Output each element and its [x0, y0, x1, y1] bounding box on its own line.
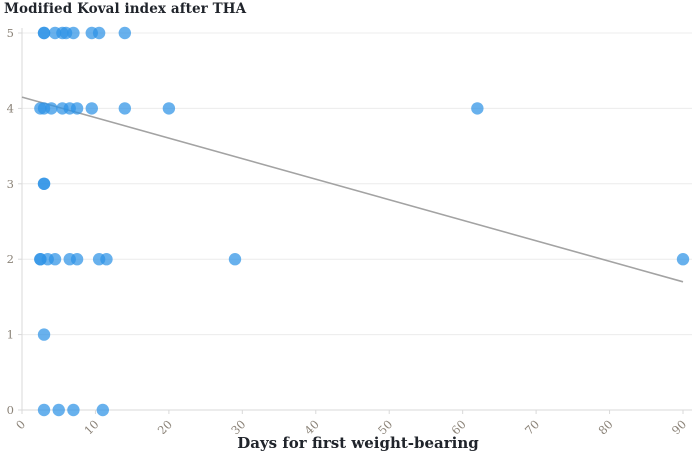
y-tick-label: 1	[7, 328, 14, 342]
x-tick-label: 80	[595, 417, 615, 434]
data-point	[37, 328, 51, 341]
x-tick-label: 50	[375, 417, 395, 434]
x-axis-label: Days for first weight-bearing	[237, 434, 479, 452]
data-point	[45, 102, 58, 115]
data-point	[37, 26, 51, 40]
x-tick-label: 90	[669, 417, 689, 434]
x-tick-label: 70	[522, 417, 542, 434]
y-tick-label: 3	[7, 177, 14, 191]
x-tick-label: 40	[302, 417, 322, 434]
data-point	[118, 26, 132, 40]
x-tick-label: 10	[81, 417, 101, 434]
data-point	[37, 177, 51, 190]
chart-title: Modified Koval index after THA	[4, 1, 247, 17]
data-point	[70, 102, 84, 115]
data-point	[70, 253, 84, 266]
y-tick-label: 4	[7, 101, 14, 115]
data-point	[471, 102, 484, 115]
data-point	[162, 102, 176, 115]
y-tick-label: 5	[7, 26, 14, 40]
data-point	[118, 102, 132, 115]
data-point	[85, 102, 98, 115]
trend-line	[21, 96, 684, 283]
x-tick-label: 0	[13, 417, 28, 432]
data-point	[48, 253, 62, 266]
data-point	[67, 403, 80, 417]
data-point	[228, 253, 242, 266]
x-tick-label: 20	[155, 417, 175, 434]
data-point	[676, 253, 690, 266]
data-point	[37, 403, 51, 417]
data-point	[92, 26, 106, 40]
x-tick-label: 60	[449, 417, 469, 434]
y-tick-label: 0	[7, 403, 14, 417]
data-point	[67, 26, 80, 40]
data-point	[100, 253, 113, 266]
data-point	[96, 403, 109, 417]
data-point	[52, 403, 65, 417]
x-tick-label: 30	[228, 417, 248, 434]
y-tick-label: 2	[7, 252, 14, 266]
